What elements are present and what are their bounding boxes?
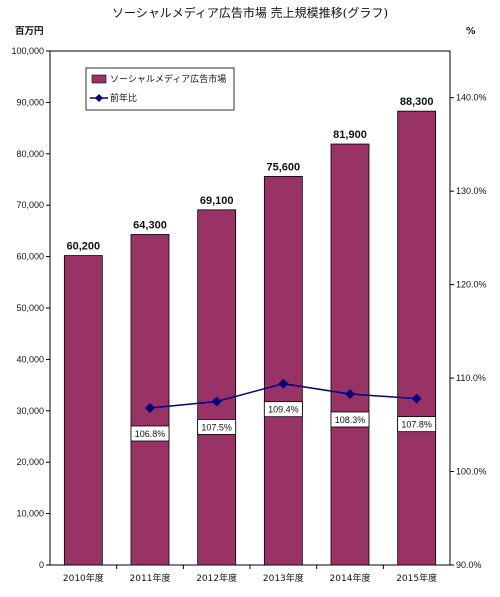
y-left-unit: 百万円 (15, 26, 44, 37)
bar-data-label: 75,600 (267, 161, 301, 173)
line-label-box (197, 419, 237, 435)
y-left-tick-label: 20,000 (16, 457, 44, 467)
y-right-tick-label: 130.0% (456, 186, 487, 196)
line-data-label: 107.8% (401, 420, 432, 430)
bar-data-label: 88,300 (400, 96, 434, 108)
legend-bar-label: ソーシャルメディア広告市場 (110, 73, 226, 85)
bar-data-label: 64,300 (133, 219, 167, 231)
legend-line-marker (95, 94, 103, 102)
y-right-tick-label: 100.0% (456, 467, 487, 477)
chart-title: ソーシャルメディア広告市場 売上規模推移(グラフ) (111, 6, 389, 20)
line-marker (345, 388, 355, 399)
line-marker (411, 393, 422, 404)
line-data-label: 108.3% (335, 415, 366, 425)
x-tick-label: 2011年度 (130, 572, 171, 584)
y-right-tick-label: 140.0% (456, 93, 487, 103)
y-left-tick-label: 60,000 (16, 252, 44, 262)
bar (63, 255, 103, 566)
y-left-tick-label: 90,000 (16, 97, 44, 107)
x-tick-label: 2012年度 (196, 572, 237, 584)
x-tick-label: 2015年度 (396, 572, 437, 584)
y-left-tick-label: 50,000 (16, 303, 44, 313)
y-right-unit: % (466, 26, 476, 37)
bar (330, 143, 370, 566)
line-data-label: 106.8% (135, 429, 166, 439)
line-marker (145, 402, 155, 413)
y-left-tick-label: 40,000 (16, 354, 44, 364)
bar-data-label: 60,200 (67, 241, 101, 253)
bar (130, 234, 170, 566)
y-right-tick-label: 120.0% (456, 280, 487, 290)
plot-area (49, 50, 451, 566)
x-tick-label: 2013年度 (263, 572, 304, 584)
bar-data-label: 81,900 (333, 129, 367, 141)
x-tick-label: 2014年度 (330, 572, 371, 584)
line-data-label: 109.4% (268, 405, 299, 415)
legend-box (85, 67, 235, 111)
bar-data-label: 69,100 (200, 195, 234, 207)
y-left-tick-label: 0 (39, 560, 44, 570)
y-right-tick-label: 110.0% (456, 373, 486, 383)
bar (197, 209, 237, 566)
line-data-label: 107.5% (201, 422, 232, 432)
x-tick-label: 2010年度 (63, 572, 104, 584)
line-marker (211, 396, 222, 407)
y-left-tick-label: 100,000 (11, 46, 44, 56)
legend-bar-swatch (91, 74, 107, 84)
y-left-tick-label: 80,000 (16, 149, 44, 159)
y-left-tick-label: 70,000 (16, 200, 44, 210)
line-label-box (397, 416, 437, 433)
bar (263, 176, 303, 566)
legend-line-label: 前年比 (110, 92, 137, 104)
line-marker (278, 378, 289, 389)
y-left-tick-label: 30,000 (16, 406, 44, 416)
y-left-tick-label: 10,000 (16, 509, 44, 519)
line-label-box (330, 411, 370, 428)
line-label-box (130, 425, 170, 442)
line-label-box (263, 401, 303, 418)
bar (397, 110, 437, 566)
y-right-tick-label: 90.0% (456, 560, 482, 570)
